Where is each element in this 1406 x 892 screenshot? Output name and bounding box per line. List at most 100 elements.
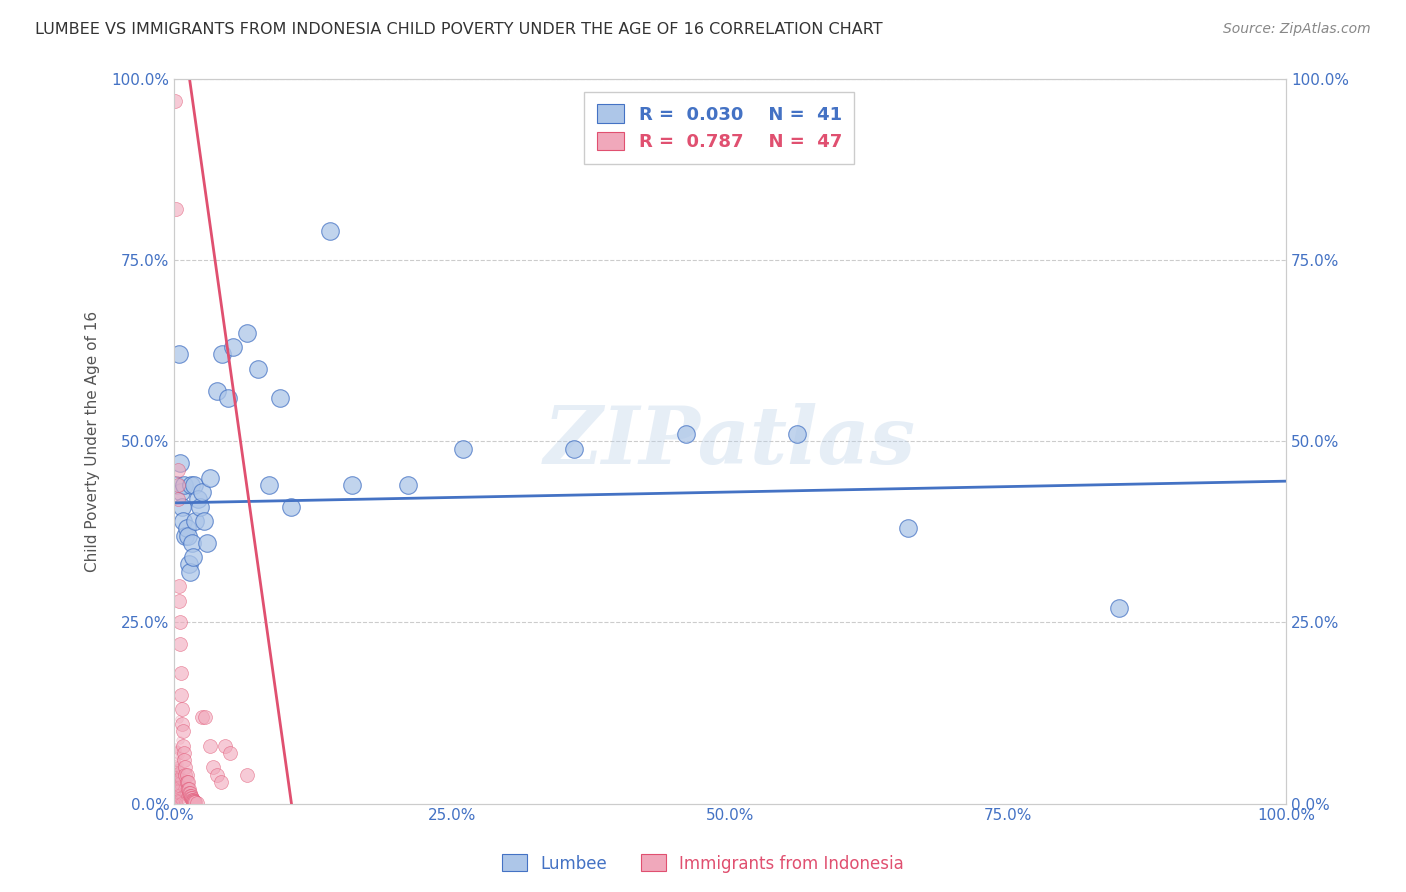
Point bbox=[166, 782, 188, 797]
Point bbox=[167, 593, 190, 607]
Point bbox=[188, 500, 211, 514]
Point bbox=[179, 786, 201, 800]
Point bbox=[165, 777, 187, 791]
Point bbox=[246, 361, 269, 376]
Point bbox=[167, 795, 190, 809]
Point bbox=[166, 770, 188, 784]
Point bbox=[170, 666, 193, 681]
Point bbox=[181, 794, 204, 808]
Point bbox=[167, 796, 190, 810]
Point bbox=[170, 778, 193, 792]
Point bbox=[169, 772, 191, 787]
Point bbox=[170, 763, 193, 777]
Point bbox=[183, 795, 205, 809]
Point bbox=[163, 789, 186, 803]
Point bbox=[165, 791, 187, 805]
Point bbox=[169, 747, 191, 762]
Point bbox=[564, 442, 586, 456]
Point bbox=[166, 763, 188, 777]
Point bbox=[165, 767, 187, 781]
Point bbox=[166, 797, 188, 811]
Point bbox=[166, 791, 188, 805]
Point bbox=[163, 740, 186, 755]
Point bbox=[163, 764, 186, 779]
Point bbox=[184, 795, 207, 809]
Point bbox=[167, 792, 190, 806]
Point bbox=[217, 391, 239, 405]
Point bbox=[165, 754, 187, 768]
Point bbox=[194, 709, 217, 723]
Point bbox=[172, 514, 194, 528]
Point bbox=[179, 565, 201, 579]
Point bbox=[166, 477, 188, 491]
Point bbox=[167, 771, 190, 785]
Point bbox=[166, 772, 188, 786]
Point bbox=[163, 795, 186, 809]
Point bbox=[1108, 601, 1130, 615]
Point bbox=[165, 797, 187, 811]
Point bbox=[257, 477, 280, 491]
Point bbox=[186, 796, 208, 810]
Point bbox=[176, 528, 198, 542]
Point bbox=[166, 771, 188, 785]
Point bbox=[280, 500, 302, 514]
Point bbox=[166, 790, 188, 805]
Point bbox=[167, 756, 190, 771]
Point bbox=[187, 492, 209, 507]
Point bbox=[167, 796, 190, 810]
Point bbox=[167, 712, 190, 726]
Point bbox=[166, 788, 188, 802]
Point bbox=[166, 777, 188, 791]
Point bbox=[167, 748, 190, 763]
Point bbox=[166, 795, 188, 809]
Point bbox=[172, 739, 194, 753]
Point bbox=[163, 794, 186, 808]
Point bbox=[165, 764, 187, 779]
Point bbox=[165, 789, 187, 803]
Point bbox=[166, 773, 188, 788]
Point bbox=[319, 224, 342, 238]
Point bbox=[165, 781, 187, 796]
Point bbox=[169, 777, 191, 791]
Point bbox=[166, 463, 188, 477]
Point bbox=[211, 347, 233, 361]
Point bbox=[169, 615, 191, 630]
Point bbox=[176, 767, 198, 781]
Point bbox=[177, 786, 200, 800]
Y-axis label: Child Poverty Under the Age of 16: Child Poverty Under the Age of 16 bbox=[86, 310, 100, 572]
Point bbox=[202, 760, 225, 774]
Point bbox=[167, 347, 190, 361]
Point bbox=[165, 796, 187, 810]
Point bbox=[176, 782, 198, 797]
Point bbox=[180, 789, 202, 804]
Point bbox=[169, 637, 191, 651]
Point bbox=[169, 792, 191, 806]
Point bbox=[218, 746, 240, 760]
Point bbox=[166, 774, 188, 789]
Point bbox=[167, 787, 190, 801]
Point bbox=[166, 742, 188, 756]
Point bbox=[170, 780, 193, 795]
Point bbox=[181, 535, 204, 549]
Point bbox=[163, 779, 186, 793]
Point bbox=[170, 485, 193, 500]
Point bbox=[166, 794, 188, 808]
Point bbox=[166, 781, 188, 796]
Point bbox=[166, 778, 188, 792]
Point bbox=[167, 791, 190, 805]
Point bbox=[166, 780, 188, 795]
Point bbox=[163, 796, 186, 810]
Point bbox=[205, 384, 228, 398]
Point bbox=[205, 767, 228, 781]
Point bbox=[165, 773, 187, 788]
Point bbox=[172, 794, 194, 808]
Point bbox=[169, 786, 191, 800]
Point bbox=[173, 477, 195, 491]
Point bbox=[167, 787, 190, 801]
Point bbox=[184, 514, 207, 528]
Point bbox=[170, 702, 193, 716]
Point bbox=[170, 766, 193, 780]
Point bbox=[163, 768, 186, 782]
Point bbox=[166, 796, 188, 810]
Point bbox=[173, 753, 195, 767]
